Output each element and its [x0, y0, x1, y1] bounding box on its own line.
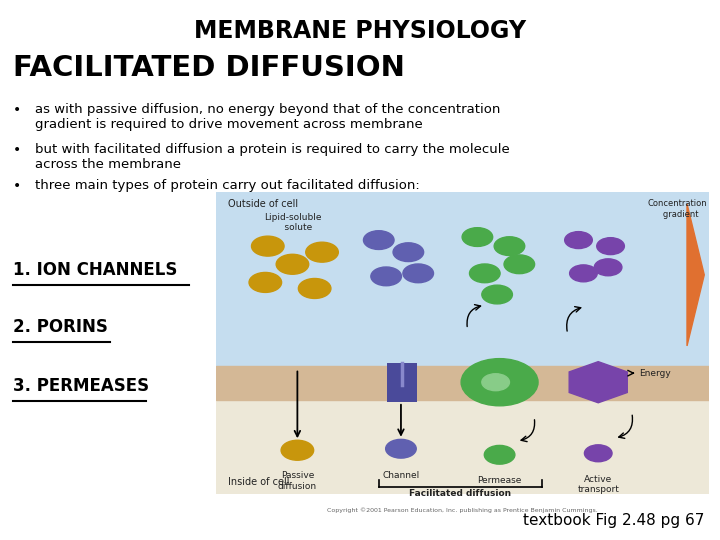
Text: FACILITATED DIFFUSION: FACILITATED DIFFUSION	[13, 54, 405, 82]
Circle shape	[494, 237, 525, 255]
Circle shape	[298, 279, 331, 299]
Polygon shape	[687, 204, 704, 346]
Circle shape	[485, 446, 515, 464]
Text: Channel: Channel	[382, 471, 420, 481]
Circle shape	[276, 254, 309, 274]
Text: •: •	[13, 143, 21, 157]
Circle shape	[386, 440, 416, 458]
Text: 2. PORINS: 2. PORINS	[13, 318, 108, 336]
Bar	[387, 362, 417, 402]
Circle shape	[249, 273, 282, 292]
Circle shape	[597, 238, 624, 254]
Bar	[216, 192, 709, 367]
Text: Facilitated diffusion: Facilitated diffusion	[409, 489, 511, 498]
Circle shape	[461, 359, 538, 406]
Circle shape	[594, 259, 622, 276]
Circle shape	[482, 285, 513, 304]
Text: Outside of cell: Outside of cell	[228, 199, 299, 210]
Circle shape	[393, 243, 423, 261]
Text: Active
transport: Active transport	[577, 475, 619, 495]
Polygon shape	[570, 362, 627, 403]
Text: Concentration
   gradient: Concentration gradient	[647, 199, 707, 219]
Circle shape	[482, 374, 510, 390]
Circle shape	[306, 242, 338, 262]
Circle shape	[281, 440, 314, 460]
Text: •: •	[13, 103, 21, 117]
Circle shape	[504, 255, 535, 274]
Text: Lipid-soluble
    solute: Lipid-soluble solute	[264, 213, 321, 232]
Circle shape	[403, 264, 433, 283]
Circle shape	[564, 232, 593, 248]
Text: Inside of cell: Inside of cell	[228, 476, 290, 487]
Text: Copyright ©2001 Pearson Education, Inc. publishing as Prentice Benjamin Cummings: Copyright ©2001 Pearson Education, Inc. …	[327, 508, 598, 514]
Text: as with passive diffusion, no energy beyond that of the concentration
gradient i: as with passive diffusion, no energy bey…	[35, 103, 500, 131]
Text: but with facilitated diffusion a protein is required to carry the molecule
acros: but with facilitated diffusion a protein…	[35, 143, 509, 171]
Bar	[216, 366, 709, 400]
Text: Passive
diffusion: Passive diffusion	[278, 471, 317, 491]
Text: Energy: Energy	[639, 369, 671, 377]
Text: MEMBRANE PHYSIOLOGY: MEMBRANE PHYSIOLOGY	[194, 19, 526, 43]
Circle shape	[462, 228, 492, 246]
Bar	[216, 400, 709, 494]
Circle shape	[469, 264, 500, 283]
Text: textbook Fig 2.48 pg 67: textbook Fig 2.48 pg 67	[523, 513, 704, 528]
Circle shape	[371, 267, 402, 286]
Text: 3. PERMEASES: 3. PERMEASES	[13, 377, 149, 395]
Text: 1. ION CHANNELS: 1. ION CHANNELS	[13, 261, 177, 279]
Circle shape	[585, 445, 612, 462]
Circle shape	[570, 265, 598, 282]
Circle shape	[251, 236, 284, 256]
Circle shape	[364, 231, 394, 249]
Text: Permease: Permease	[477, 476, 522, 485]
Text: •: •	[13, 179, 21, 193]
Text: three main types of protein carry out facilitated diffusion:: three main types of protein carry out fa…	[35, 179, 419, 192]
